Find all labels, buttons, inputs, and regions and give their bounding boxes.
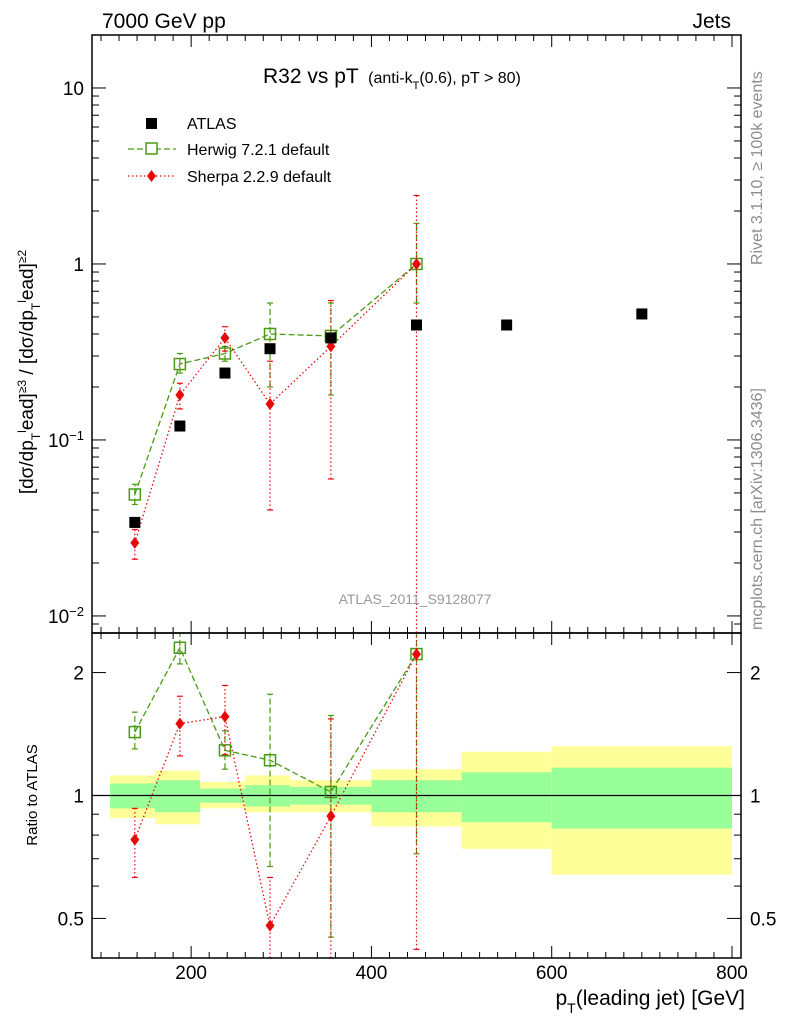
main-panel: 10−2 10−1 1 10 bbox=[48, 34, 742, 634]
herwig-point bbox=[128, 488, 142, 501]
y-tick-label: 10−2 bbox=[48, 603, 84, 628]
herwig-ratio-point bbox=[218, 744, 232, 757]
atlas-point bbox=[174, 420, 186, 432]
chart-title-main: R32 vs pT bbox=[263, 65, 359, 88]
inner-band bbox=[155, 780, 201, 813]
y-tick-label: 10 bbox=[63, 79, 84, 100]
sherpa-point bbox=[412, 257, 421, 270]
legend-marker-atlas bbox=[146, 118, 157, 129]
sherpa-ratio-line bbox=[134, 653, 418, 928]
herwig-ratio-line bbox=[134, 646, 418, 793]
sherpa-point bbox=[175, 389, 185, 402]
atlas-point bbox=[411, 319, 422, 331]
atlas-point bbox=[219, 367, 231, 379]
legend-label-sherpa: Sherpa 2.2.9 default bbox=[187, 169, 332, 186]
legend-marker-herwig bbox=[145, 142, 158, 155]
herwig-point bbox=[173, 357, 187, 371]
y-tick-label: 2 bbox=[73, 664, 84, 685]
herwig-ratio-point bbox=[128, 725, 142, 739]
sherpa-ratio-point bbox=[265, 919, 275, 932]
sherpa-ratio-point bbox=[220, 710, 230, 723]
legend-marker-sherpa bbox=[147, 170, 156, 182]
rivet-label: Rivet 3.1.10, ≥ 100k events bbox=[749, 71, 766, 265]
y-tick-label: 1 bbox=[73, 255, 84, 276]
energy-label: 7000 GeV pp bbox=[102, 10, 226, 33]
legend-entry-herwig: Herwig 7.2.1 default bbox=[128, 142, 330, 159]
y-tick-label-right: 0.5 bbox=[750, 909, 776, 930]
sherpa-point bbox=[326, 340, 336, 353]
sherpa-point bbox=[220, 331, 230, 344]
y-axis-label-ratio: Ratio to ATLAS bbox=[24, 744, 41, 845]
herwig-point bbox=[218, 347, 232, 360]
sherpa-ratio-point bbox=[326, 810, 336, 823]
inner-band bbox=[551, 767, 732, 829]
y-tick-label-right: 1 bbox=[750, 787, 761, 808]
inner-band bbox=[461, 772, 552, 823]
legend-label-atlas: ATLAS bbox=[187, 116, 237, 133]
herwig-point bbox=[263, 327, 277, 341]
atlas-point bbox=[129, 516, 141, 528]
mcplots-label: mcplots.cern.ch [arXiv:1306.3436] bbox=[749, 388, 766, 630]
y-tick-label: 10−1 bbox=[48, 427, 84, 452]
herwig-ratio-point bbox=[173, 641, 187, 655]
atlas-point bbox=[325, 332, 337, 344]
legend-label-herwig: Herwig 7.2.1 default bbox=[187, 142, 330, 159]
herwig-ratio-point bbox=[263, 753, 277, 767]
chart-title-sub: (anti-kT(0.6), pT > 80) bbox=[368, 70, 521, 92]
y-tick-label: 0.5 bbox=[58, 909, 84, 930]
herwig-line bbox=[134, 263, 417, 495]
x-tick-label: 200 bbox=[175, 963, 207, 984]
ratio-panel: 0.5 0.5 1 1 2 2 bbox=[58, 632, 776, 959]
legend: ATLAS Herwig 7.2.1 default Sherpa 2.2.9 … bbox=[128, 116, 332, 186]
atlas-point bbox=[264, 343, 276, 355]
atlas-point bbox=[501, 319, 513, 331]
sherpa-point bbox=[130, 536, 140, 549]
x-tick-label: 800 bbox=[716, 963, 748, 984]
sherpa-ratio-point bbox=[130, 833, 140, 846]
sherpa-ratio-point bbox=[175, 717, 185, 730]
legend-entry-sherpa: Sherpa 2.2.9 default bbox=[128, 169, 332, 186]
chart-title: R32 vs pT (anti-kT(0.6), pT > 80) bbox=[263, 65, 521, 92]
analysis-id: ATLAS_2011_S9128077 bbox=[339, 591, 492, 607]
x-tick-label: 400 bbox=[356, 963, 388, 984]
y-tick-label-right: 2 bbox=[750, 664, 761, 685]
legend-entry-atlas: ATLAS bbox=[146, 116, 237, 133]
atlas-point bbox=[636, 308, 648, 320]
sherpa-line bbox=[134, 263, 417, 544]
sherpa-point bbox=[265, 398, 275, 411]
y-axis-label-main: [dσ/dpTlead]≥3 / [dσ/dpTlead]≥2 bbox=[15, 250, 43, 495]
category-label: Jets bbox=[692, 10, 731, 33]
y-tick-label: 1 bbox=[73, 787, 84, 808]
sherpa-ratio-point bbox=[412, 648, 421, 661]
x-axis-label: pT(leading jet) [GeV] bbox=[555, 987, 745, 1016]
x-tick-label: 600 bbox=[536, 963, 568, 984]
